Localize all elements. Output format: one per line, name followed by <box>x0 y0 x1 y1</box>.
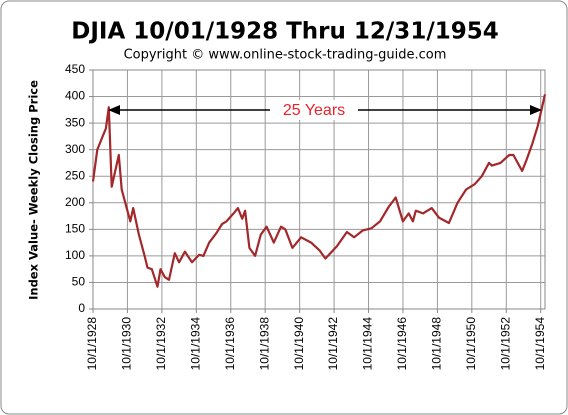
y-tick-label: 400 <box>65 89 85 103</box>
y-tick-label: 150 <box>65 222 85 236</box>
x-tick-label: 10/1/1938 <box>257 317 271 371</box>
chart-title: DJIA 10/01/1928 Thru 12/31/1954 <box>71 19 498 45</box>
x-tick-label: 10/1/1932 <box>154 317 168 371</box>
y-tick-label: 50 <box>72 275 86 289</box>
y-tick-label: 200 <box>65 195 85 209</box>
x-tick-label: 10/1/1942 <box>326 317 340 371</box>
y-tick-label: 100 <box>65 248 85 262</box>
y-tick-label: 450 <box>65 62 85 76</box>
y-tick-label: 250 <box>65 168 85 182</box>
arrow-head <box>108 105 120 115</box>
x-tick-label: 10/1/1928 <box>85 317 99 371</box>
x-tick-label: 10/1/1948 <box>430 317 444 371</box>
annotation: 25 Years <box>283 102 345 119</box>
x-tick-label: 10/1/1950 <box>464 317 478 371</box>
x-tick-label: 10/1/1946 <box>395 317 409 371</box>
y-axis-label: Index Value- Weekly Closing Price <box>27 80 41 300</box>
x-tick-label: 10/1/1944 <box>361 317 375 371</box>
x-tick-label: 10/1/1940 <box>292 317 306 371</box>
annotation-bg <box>270 100 358 120</box>
arrow-head <box>530 105 542 115</box>
x-tick-label: 10/1/1934 <box>188 317 202 371</box>
x-tick-label: 10/1/1930 <box>120 317 134 371</box>
x-tick-label: 10/1/1952 <box>498 317 512 371</box>
y-tick-label: 350 <box>65 115 85 129</box>
plot-frame <box>92 69 546 310</box>
x-tick-label: 10/1/1936 <box>223 317 237 371</box>
series-line <box>91 94 547 288</box>
y-tick-label: 0 <box>78 301 85 315</box>
y-tick-label: 300 <box>65 142 85 156</box>
chart-subtitle: Copyright © www.online-stock-trading-gui… <box>124 48 447 63</box>
x-tick-label: 10/1/1954 <box>533 317 547 371</box>
